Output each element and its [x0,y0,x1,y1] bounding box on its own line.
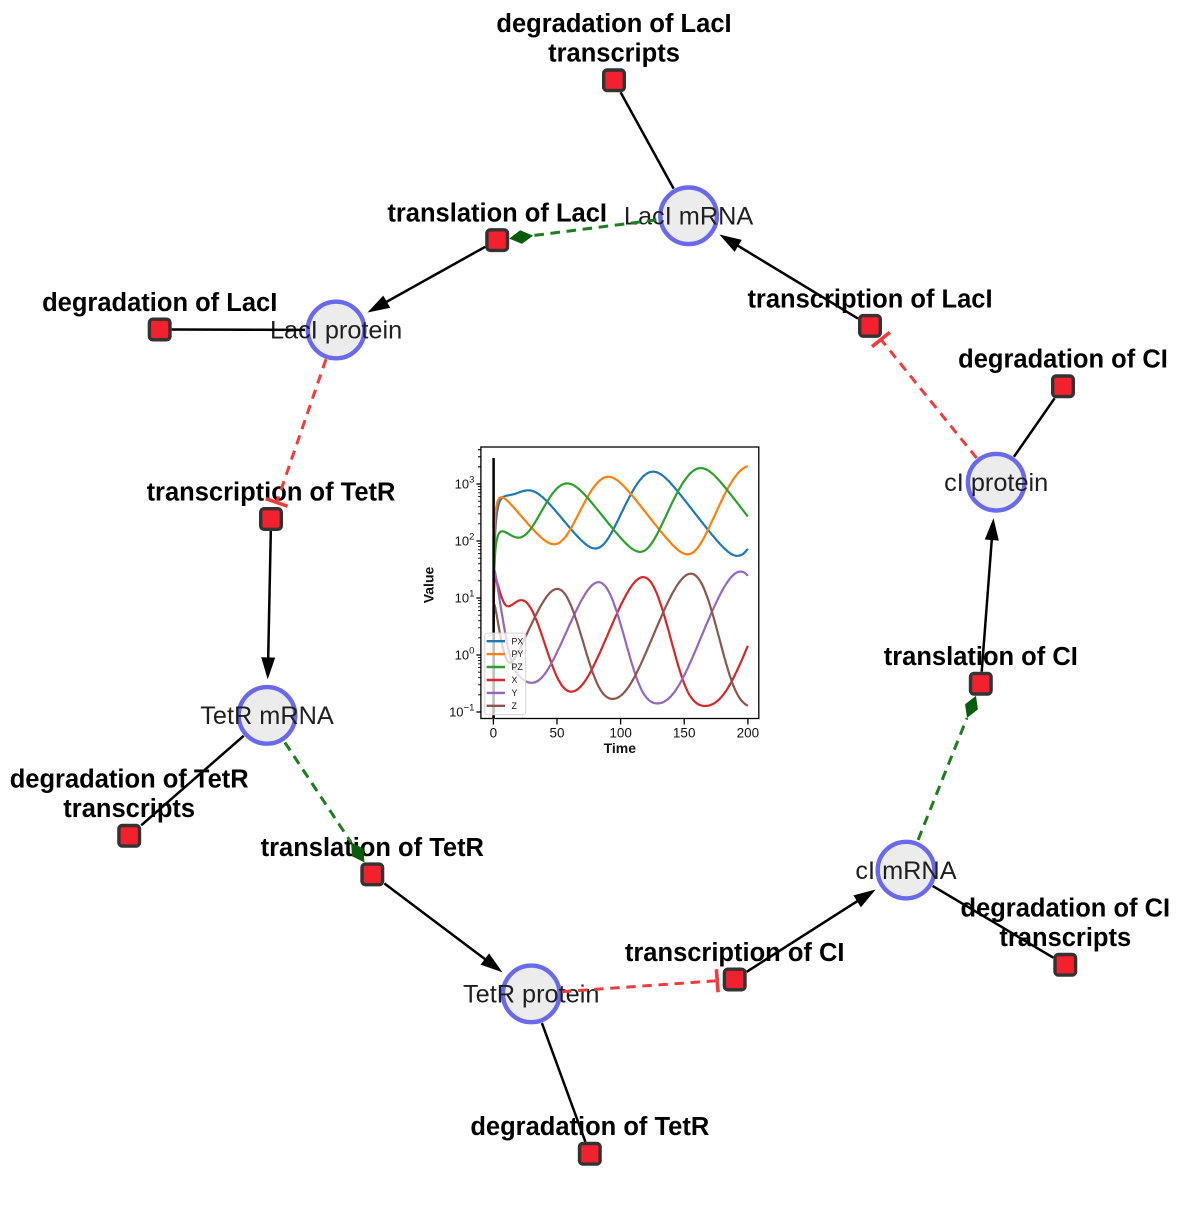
svg-text:Z: Z [512,701,518,711]
svg-text:degradation of CI: degradation of CI [960,895,1170,923]
svg-text:0: 0 [490,726,498,741]
svg-text:degradation of LacI: degradation of LacI [496,10,731,38]
svg-text:150: 150 [673,726,696,741]
svg-text:TetR mRNA: TetR mRNA [200,702,334,730]
svg-text:100: 100 [455,646,475,663]
svg-text:10−1: 10−1 [449,703,474,720]
svg-text:degradation of TetR: degradation of TetR [470,1113,709,1141]
svg-text:PY: PY [512,649,524,659]
svg-text:100: 100 [609,726,632,741]
svg-text:translation of TetR: translation of TetR [261,834,484,862]
svg-text:TetR protein: TetR protein [463,981,599,1009]
svg-text:PZ: PZ [512,662,524,672]
svg-text:transcription of CI: transcription of CI [625,939,845,967]
svg-text:cI mRNA: cI mRNA [855,857,956,885]
svg-text:degradation of LacI: degradation of LacI [42,289,277,317]
svg-text:102: 102 [455,532,475,549]
svg-text:50: 50 [549,726,564,741]
svg-text:cI protein: cI protein [944,469,1048,497]
svg-text:Value: Value [421,567,437,604]
svg-text:LacI mRNA: LacI mRNA [624,203,753,231]
svg-text:translation of CI: translation of CI [884,643,1078,671]
svg-text:PX: PX [512,636,524,646]
svg-text:transcription of LacI: transcription of LacI [747,285,992,313]
svg-text:degradation of TetR: degradation of TetR [10,766,249,794]
svg-text:Time: Time [604,740,637,756]
svg-text:200: 200 [737,726,760,741]
svg-text:transcripts: transcripts [63,795,195,823]
svg-text:X: X [512,675,518,685]
svg-text:degradation of CI: degradation of CI [958,346,1168,374]
svg-text:transcripts: transcripts [548,40,680,68]
svg-text:Y: Y [512,688,518,698]
svg-text:101: 101 [455,589,475,606]
svg-text:translation of LacI: translation of LacI [387,200,607,228]
svg-text:103: 103 [455,475,475,492]
